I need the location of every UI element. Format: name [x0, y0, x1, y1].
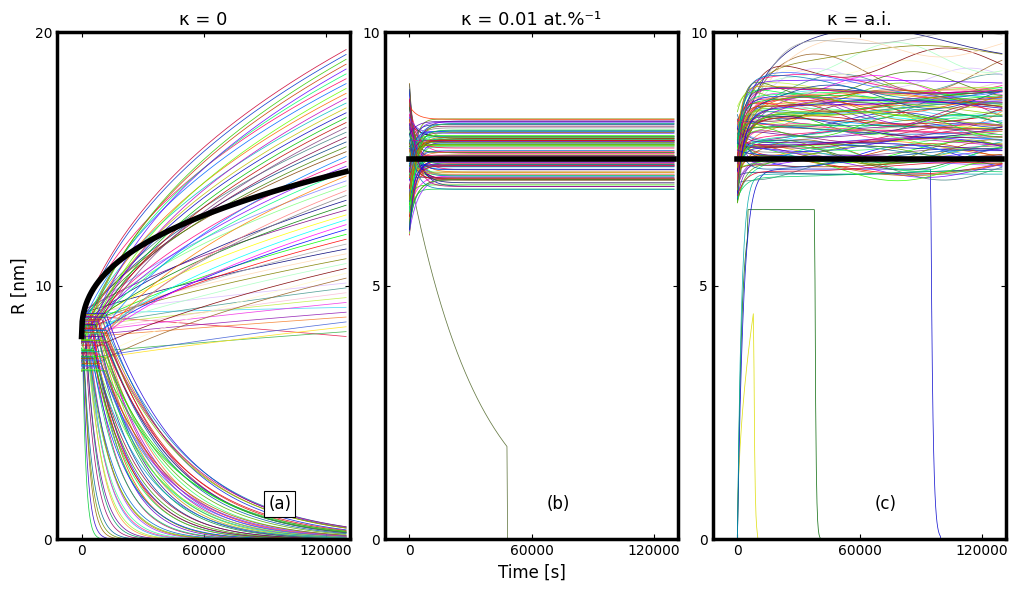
Title: κ = 0: κ = 0 — [179, 11, 228, 29]
Text: (b): (b) — [546, 495, 569, 513]
Title: κ = 0.01 at.%⁻¹: κ = 0.01 at.%⁻¹ — [462, 11, 602, 29]
X-axis label: Time [s]: Time [s] — [498, 564, 565, 582]
Y-axis label: R [nm]: R [nm] — [11, 257, 29, 314]
Title: κ = a.i.: κ = a.i. — [827, 11, 892, 29]
Text: (c): (c) — [874, 495, 896, 513]
Text: (a): (a) — [268, 495, 291, 513]
